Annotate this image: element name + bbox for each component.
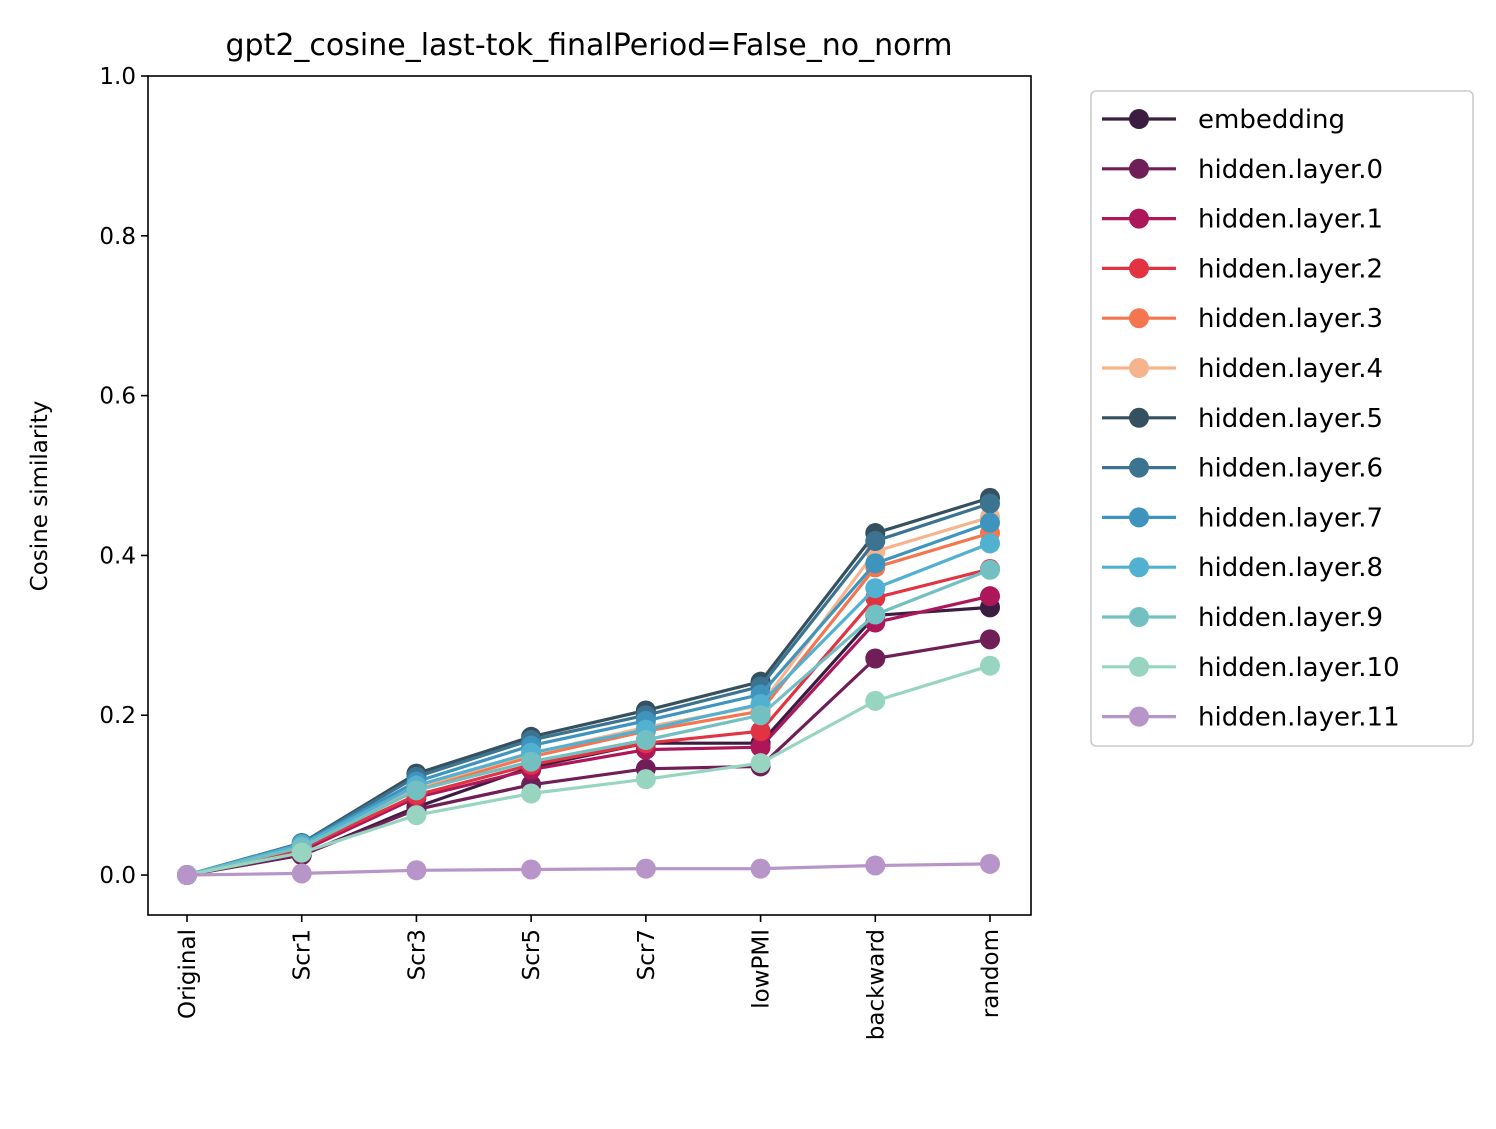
data-point [406, 780, 427, 801]
data-point [865, 578, 886, 599]
data-point [980, 586, 1000, 607]
chart-title: gpt2_cosine_last-tok_finalPeriod=False_n… [225, 28, 952, 63]
x-tick-label: Scr1 [290, 929, 316, 980]
y-tick-label: 0.4 [99, 543, 136, 569]
data-point [980, 533, 1000, 554]
y-tick-label: 0.6 [99, 384, 136, 410]
legend-label: hidden.layer.11 [1198, 703, 1400, 733]
data-point [980, 559, 1000, 580]
data-point [980, 512, 1000, 533]
legend: embedding hidden.layer.0 hidden.layer.1 hid… [1090, 90, 1474, 747]
data-point [635, 769, 656, 790]
legend-marker [1129, 607, 1149, 627]
plot-area: 0.0 0.2 0.4 0.6 0.8 1.0 Original Scr1 Scr3 Scr5 Sc… [99, 64, 1032, 1040]
legend-marker [1129, 507, 1149, 528]
data-point [980, 655, 1000, 676]
data-point [521, 783, 542, 804]
legend-marker [1129, 358, 1149, 378]
legend-marker [1129, 258, 1149, 279]
series-line [186, 568, 991, 877]
legend-label: hidden.layer.4 [1198, 354, 1383, 384]
legend-label: hidden.layer.1 [1198, 205, 1383, 235]
data-point [291, 863, 312, 884]
y-tick-label: 0.8 [99, 224, 136, 250]
legend-label: hidden.layer.5 [1198, 404, 1383, 434]
data-point [750, 705, 771, 726]
legend-marker [1129, 407, 1149, 428]
legend-label: hidden.layer.2 [1198, 254, 1383, 284]
legend-marker [1129, 656, 1149, 677]
data-point [980, 493, 1000, 514]
legend-label: hidden.layer.0 [1198, 155, 1383, 185]
legend-label: hidden.layer.10 [1198, 653, 1400, 683]
data-point [750, 737, 771, 758]
legend-label: hidden.layer.8 [1198, 553, 1383, 583]
data-point [521, 859, 542, 880]
data-point [980, 853, 1000, 874]
legend-label: hidden.layer.7 [1198, 503, 1383, 533]
x-tick-label: Scr7 [634, 929, 660, 980]
x-tick-label: Scr3 [404, 929, 430, 980]
data-point [980, 629, 1000, 650]
series-line [186, 567, 991, 877]
data-point [635, 730, 656, 751]
y-tick-label: 0.0 [99, 863, 136, 889]
data-point [865, 648, 886, 669]
legend-marker [1129, 457, 1149, 478]
data-point [406, 860, 427, 881]
x-tick-label: backward [863, 929, 889, 1040]
x-tick-label: Scr5 [519, 929, 545, 980]
legend-box [1090, 90, 1474, 747]
y-tick-label: 1.0 [99, 64, 136, 90]
data-point [406, 805, 427, 826]
x-tick-label: Original [175, 929, 201, 1019]
data-point [750, 753, 771, 774]
data-point [521, 751, 542, 772]
data-point [177, 865, 197, 886]
data-point [865, 690, 886, 711]
legend-marker [1129, 158, 1149, 179]
data-point [865, 855, 886, 876]
legend-label: hidden.layer.3 [1198, 304, 1383, 334]
data-point [865, 604, 886, 625]
legend-label: hidden.layer.6 [1198, 454, 1383, 484]
y-tick-label: 0.2 [99, 703, 136, 729]
legend-marker [1129, 557, 1149, 578]
data-point [750, 721, 771, 742]
series-line [186, 541, 991, 877]
x-tick-label: random [978, 929, 1004, 1018]
data-point [291, 842, 312, 863]
x-tick-label: lowPMI [749, 929, 775, 1009]
legend-marker [1129, 706, 1149, 727]
plot-frame [147, 75, 1032, 916]
legend-marker [1129, 109, 1149, 129]
series-line [186, 862, 991, 877]
legend-label: hidden.layer.9 [1198, 603, 1383, 633]
y-axis-label: Cosine similarity [27, 401, 53, 592]
data-point [865, 553, 886, 574]
data-point [865, 531, 886, 552]
legend-marker [1129, 308, 1149, 329]
legend-marker [1129, 208, 1149, 229]
series-line [186, 664, 991, 877]
data-point [635, 858, 656, 879]
data-point [750, 858, 771, 879]
legend-label: embedding [1198, 105, 1345, 135]
series-line [186, 594, 991, 877]
